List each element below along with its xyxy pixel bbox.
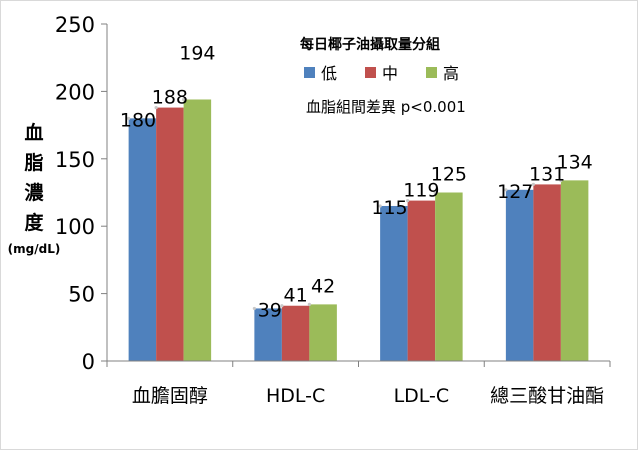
bar-marker [182, 97, 186, 102]
bar-marker [433, 190, 437, 195]
y-tick-label: 50 [68, 283, 95, 307]
legend-title: 每日椰子油攝取量分組 [300, 37, 440, 53]
data-label: 188 [152, 87, 188, 109]
bar [380, 205, 408, 361]
x-tick-label: 血膽固醇 [132, 385, 208, 407]
bar-marker [559, 178, 563, 182]
bar-marker [252, 306, 256, 311]
bar [183, 99, 212, 361]
bar [254, 308, 282, 361]
y-axis-title-char: 度 [24, 212, 44, 234]
data-label: 115 [371, 197, 407, 219]
significance-note: 血脂組間差異 p<0.001 [306, 98, 466, 116]
y-axis-title-char: 脂 [24, 152, 44, 174]
data-label: 134 [556, 151, 592, 173]
bar [281, 305, 310, 361]
x-tick-label: 總三酸甘油酯 [490, 385, 604, 407]
x-tick-label: LDL-C [394, 385, 450, 407]
bar-marker [127, 116, 131, 120]
bar-marker [406, 198, 410, 203]
y-tick-label: 0 [82, 350, 95, 374]
data-label: 39 [258, 299, 282, 321]
bar [128, 118, 157, 361]
y-axis-title-char: 血 [24, 122, 44, 144]
legend-swatch-high [426, 66, 438, 78]
legend-item-low: 低 [304, 60, 337, 84]
legend-item-mid: 中 [365, 60, 398, 84]
bar [435, 192, 463, 361]
data-label: 127 [497, 181, 533, 203]
data-label: 42 [311, 275, 335, 297]
data-label: 131 [529, 163, 565, 185]
legend-label-low: 低 [321, 64, 338, 83]
data-label: 194 [179, 42, 215, 64]
y-tick-label: 200 [55, 80, 95, 104]
bar-marker [307, 302, 311, 306]
bar [505, 189, 534, 361]
y-axis-unit: (mg/dL) [7, 242, 61, 256]
y-tick-label: 150 [55, 148, 95, 172]
bar-marker [154, 105, 158, 110]
legend-swatch-mid [365, 66, 377, 78]
bar-marker [280, 304, 284, 308]
legend-label-high: 高 [443, 64, 460, 83]
legend: 低 中 高 [304, 60, 459, 84]
x-tick-label: HDL-C [266, 385, 325, 407]
y-tick-label: 250 [55, 13, 95, 37]
y-axis-title: 血 脂 濃 度 (mg/dL) [6, 118, 62, 256]
data-label: 180 [120, 109, 156, 131]
y-tick-label: 100 [55, 215, 95, 239]
legend-swatch-low [304, 66, 315, 78]
y-axis-title-char: 濃 [24, 182, 44, 204]
data-label: 125 [431, 164, 467, 186]
legend-item-high: 高 [426, 60, 459, 84]
legend-label-mid: 中 [382, 64, 399, 83]
bar-marker [504, 188, 508, 192]
data-label: 41 [284, 285, 308, 307]
data-label: 119 [403, 180, 439, 202]
bar-marker [378, 204, 382, 208]
bar [309, 304, 337, 361]
bar [533, 184, 561, 361]
bar [560, 180, 589, 361]
bar [156, 107, 184, 362]
bar [407, 200, 436, 361]
bar-marker [531, 182, 535, 187]
